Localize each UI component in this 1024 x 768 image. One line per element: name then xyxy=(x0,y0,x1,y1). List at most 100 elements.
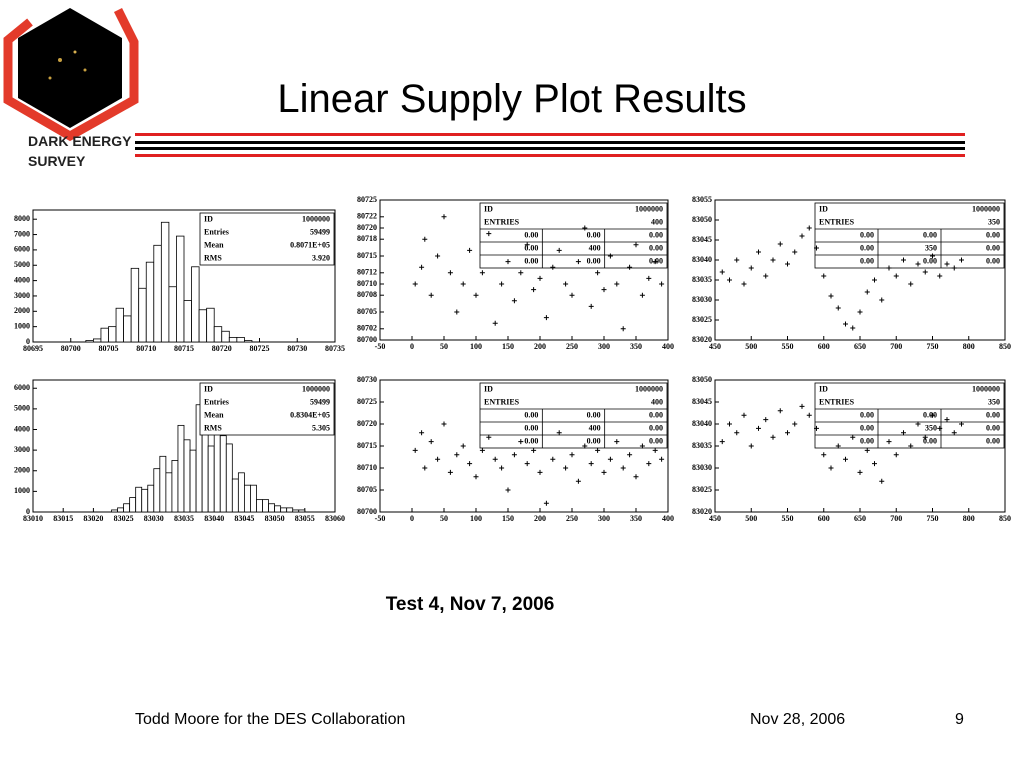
y-tick-label: 0 xyxy=(26,337,30,346)
point xyxy=(412,281,418,287)
stats-cell: 0.00 xyxy=(587,256,601,265)
y-tick-label: 80722 xyxy=(357,212,377,221)
point xyxy=(872,277,877,283)
point xyxy=(937,273,943,279)
point xyxy=(777,408,783,414)
bar xyxy=(213,326,223,343)
point xyxy=(930,412,935,418)
x-tick-label: 750 xyxy=(927,514,939,523)
bar xyxy=(176,235,185,343)
point xyxy=(486,434,492,440)
bar xyxy=(129,497,137,513)
y-tick-label: 83020 xyxy=(692,335,712,344)
x-tick-label: 750 xyxy=(927,342,939,351)
point xyxy=(937,425,943,431)
point xyxy=(479,270,485,276)
point xyxy=(828,293,834,299)
stats-value: 350 xyxy=(988,397,1000,406)
point xyxy=(646,275,652,281)
point xyxy=(569,292,575,298)
x-tick-label: 850 xyxy=(999,514,1011,523)
bar xyxy=(138,287,147,343)
y-tick-label: 80730 xyxy=(357,375,377,384)
y-tick-label: 80720 xyxy=(357,419,377,428)
bar xyxy=(117,507,124,513)
point xyxy=(872,461,877,467)
x-tick-label: 80715 xyxy=(174,344,194,353)
y-tick-label: 83050 xyxy=(692,375,712,384)
x-tick-label: 80695 xyxy=(23,344,43,353)
point xyxy=(419,264,425,270)
point xyxy=(821,452,827,458)
point xyxy=(486,231,492,237)
point xyxy=(627,452,633,458)
bar xyxy=(183,300,192,343)
bar xyxy=(225,443,233,513)
point xyxy=(741,412,747,418)
logo-star xyxy=(73,50,77,54)
x-tick-label: 100 xyxy=(470,342,482,351)
point xyxy=(441,421,447,427)
point xyxy=(821,273,827,279)
point xyxy=(850,434,856,440)
rule xyxy=(135,133,965,136)
stats-label: ID xyxy=(204,384,213,393)
rule xyxy=(135,147,965,150)
point xyxy=(543,500,549,506)
bar xyxy=(219,435,227,513)
point xyxy=(756,425,761,431)
plot-frame xyxy=(714,379,1006,513)
bar xyxy=(198,309,208,343)
point xyxy=(719,269,725,275)
point xyxy=(951,430,957,436)
point xyxy=(550,264,556,270)
x-tick-label: 150 xyxy=(502,342,514,351)
y-tick-label: 80705 xyxy=(357,485,377,494)
y-tick-label: 7000 xyxy=(14,229,30,238)
point xyxy=(607,253,613,259)
point xyxy=(569,452,575,458)
point xyxy=(447,270,453,276)
y-tick-label: 4000 xyxy=(14,275,30,284)
x-tick-label: 83045 xyxy=(234,514,254,523)
point xyxy=(893,273,899,279)
point xyxy=(792,249,798,255)
point xyxy=(563,281,569,287)
stats-value: 1000000 xyxy=(635,384,663,393)
stats-value: 1000000 xyxy=(972,384,1000,393)
point xyxy=(901,257,906,263)
point xyxy=(435,456,441,462)
point xyxy=(659,456,665,462)
point xyxy=(734,430,740,436)
x-tick-label: 550 xyxy=(782,514,794,523)
x-tick-label: 300 xyxy=(598,342,610,351)
x-tick-label: 400 xyxy=(662,514,674,523)
point xyxy=(614,281,620,287)
point xyxy=(492,320,498,326)
stats-cell: 0.00 xyxy=(923,436,937,445)
logo-text: SURVEY xyxy=(28,153,86,169)
stats-cell: 0.00 xyxy=(524,243,538,252)
slide-title: Linear Supply Plot Results xyxy=(277,77,746,121)
x-tick-label: 350 xyxy=(630,514,642,523)
y-tick-label: 83035 xyxy=(692,441,712,450)
point xyxy=(454,452,460,458)
point xyxy=(419,430,425,436)
point xyxy=(467,247,473,253)
point xyxy=(748,265,754,271)
x-tick-label: 650 xyxy=(854,342,866,351)
x-tick-label: 80705 xyxy=(99,344,119,353)
stats-label: ID xyxy=(484,204,493,213)
stats-value: 1000000 xyxy=(302,384,330,393)
point xyxy=(595,447,601,453)
caption: Test 4, Nov 7, 2006 xyxy=(386,594,555,615)
x-tick-label: -50 xyxy=(375,514,386,523)
x-tick-label: 200 xyxy=(534,514,546,523)
point xyxy=(857,469,863,475)
point xyxy=(806,412,812,418)
point xyxy=(879,478,885,484)
point xyxy=(531,447,537,453)
x-tick-label: 80735 xyxy=(325,344,345,353)
point xyxy=(843,321,848,327)
stats-cell: 0.00 xyxy=(986,410,1000,419)
